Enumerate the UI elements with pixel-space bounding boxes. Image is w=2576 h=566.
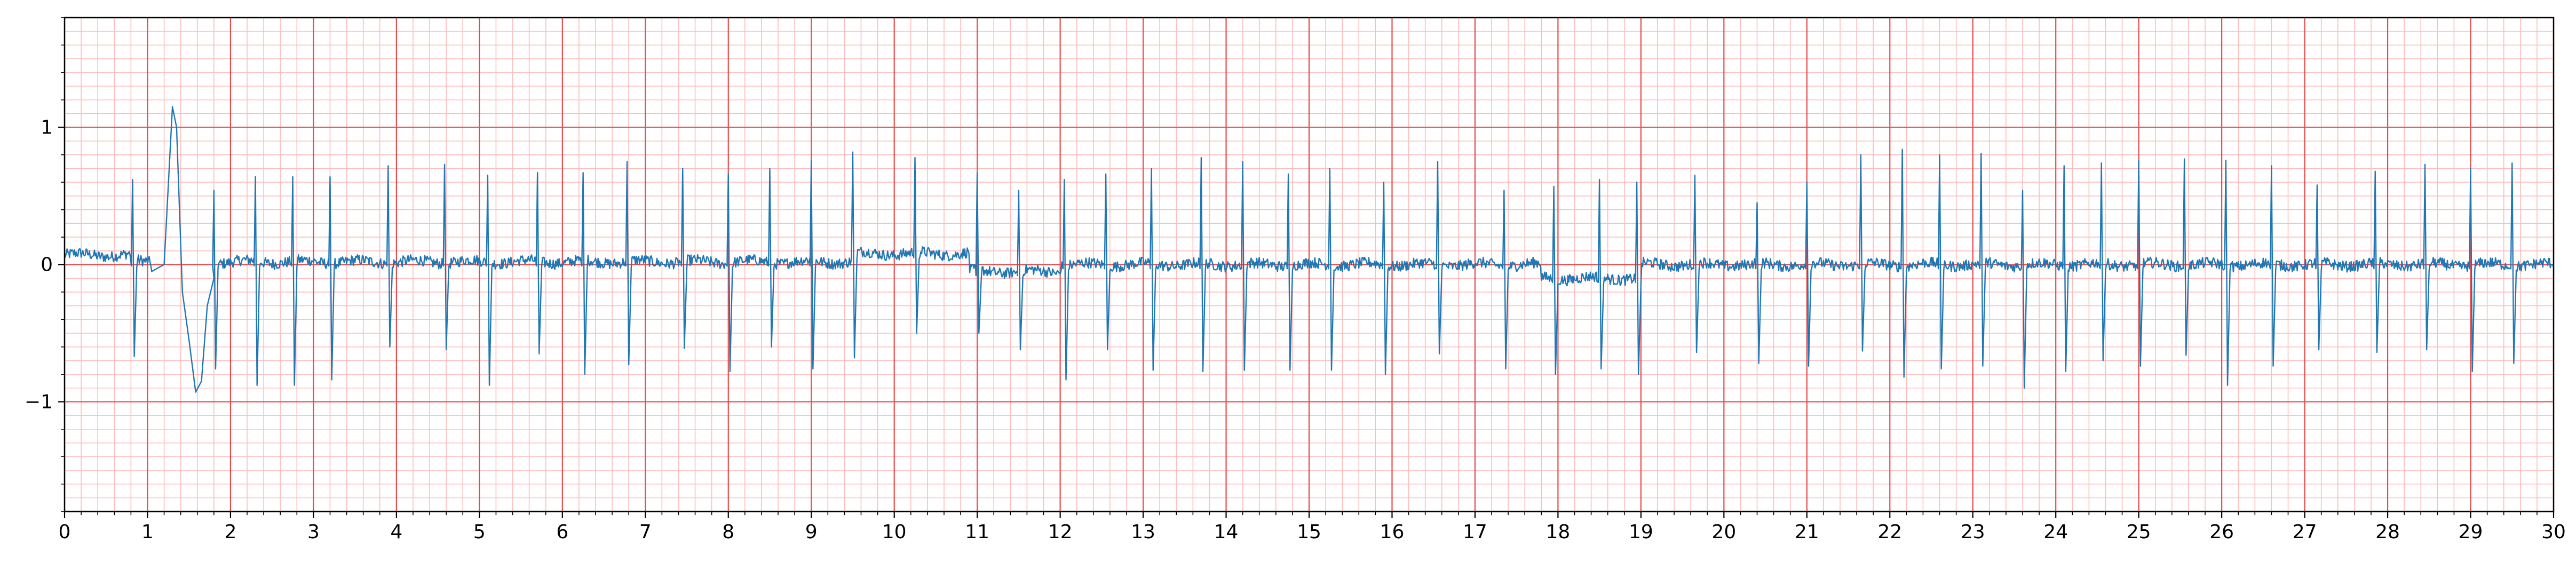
x-tick-label: 24 <box>2043 521 2068 543</box>
x-tick-label: 18 <box>1545 521 1570 543</box>
x-tick-label: 0 <box>59 521 71 543</box>
x-tick-label: 7 <box>639 521 652 543</box>
x-tick-label: 19 <box>1629 521 1653 543</box>
x-tick-label: 21 <box>1795 521 1819 543</box>
x-tick-label: 23 <box>1961 521 1985 543</box>
x-tick-label: 20 <box>1711 521 1736 543</box>
x-tick-label: 17 <box>1463 521 1487 543</box>
x-tick-label: 25 <box>2127 521 2151 543</box>
y-tick-label: −1 <box>25 391 53 413</box>
x-tick-label: 9 <box>805 521 818 543</box>
y-axis-ticks: 1 0 −1 <box>25 18 65 512</box>
x-tick-label: 6 <box>556 521 568 543</box>
x-tick-label: 16 <box>1380 521 1405 543</box>
x-tick-label: 5 <box>473 521 486 543</box>
x-tick-label: 11 <box>965 521 989 543</box>
x-tick-label: 30 <box>2541 521 2566 543</box>
x-tick-label: 12 <box>1048 521 1073 543</box>
x-tick-label: 1 <box>141 521 154 543</box>
x-tick-label: 15 <box>1297 521 1321 543</box>
y-tick-label: 0 <box>41 254 53 276</box>
x-tick-label: 3 <box>307 521 320 543</box>
x-tick-label: 4 <box>390 521 402 543</box>
x-tick-label: 29 <box>2459 521 2483 543</box>
x-tick-label: 8 <box>722 521 734 543</box>
x-tick-label: 26 <box>2209 521 2234 543</box>
y-tick-label: 1 <box>41 117 53 139</box>
x-tick-label: 14 <box>1214 521 1239 543</box>
x-tick-label: 2 <box>224 521 236 543</box>
x-tick-label: 10 <box>882 521 907 543</box>
x-tick-label: 22 <box>1877 521 1902 543</box>
x-tick-label: 13 <box>1131 521 1155 543</box>
x-tick-label: 28 <box>2375 521 2400 543</box>
x-tick-label: 27 <box>2293 521 2317 543</box>
